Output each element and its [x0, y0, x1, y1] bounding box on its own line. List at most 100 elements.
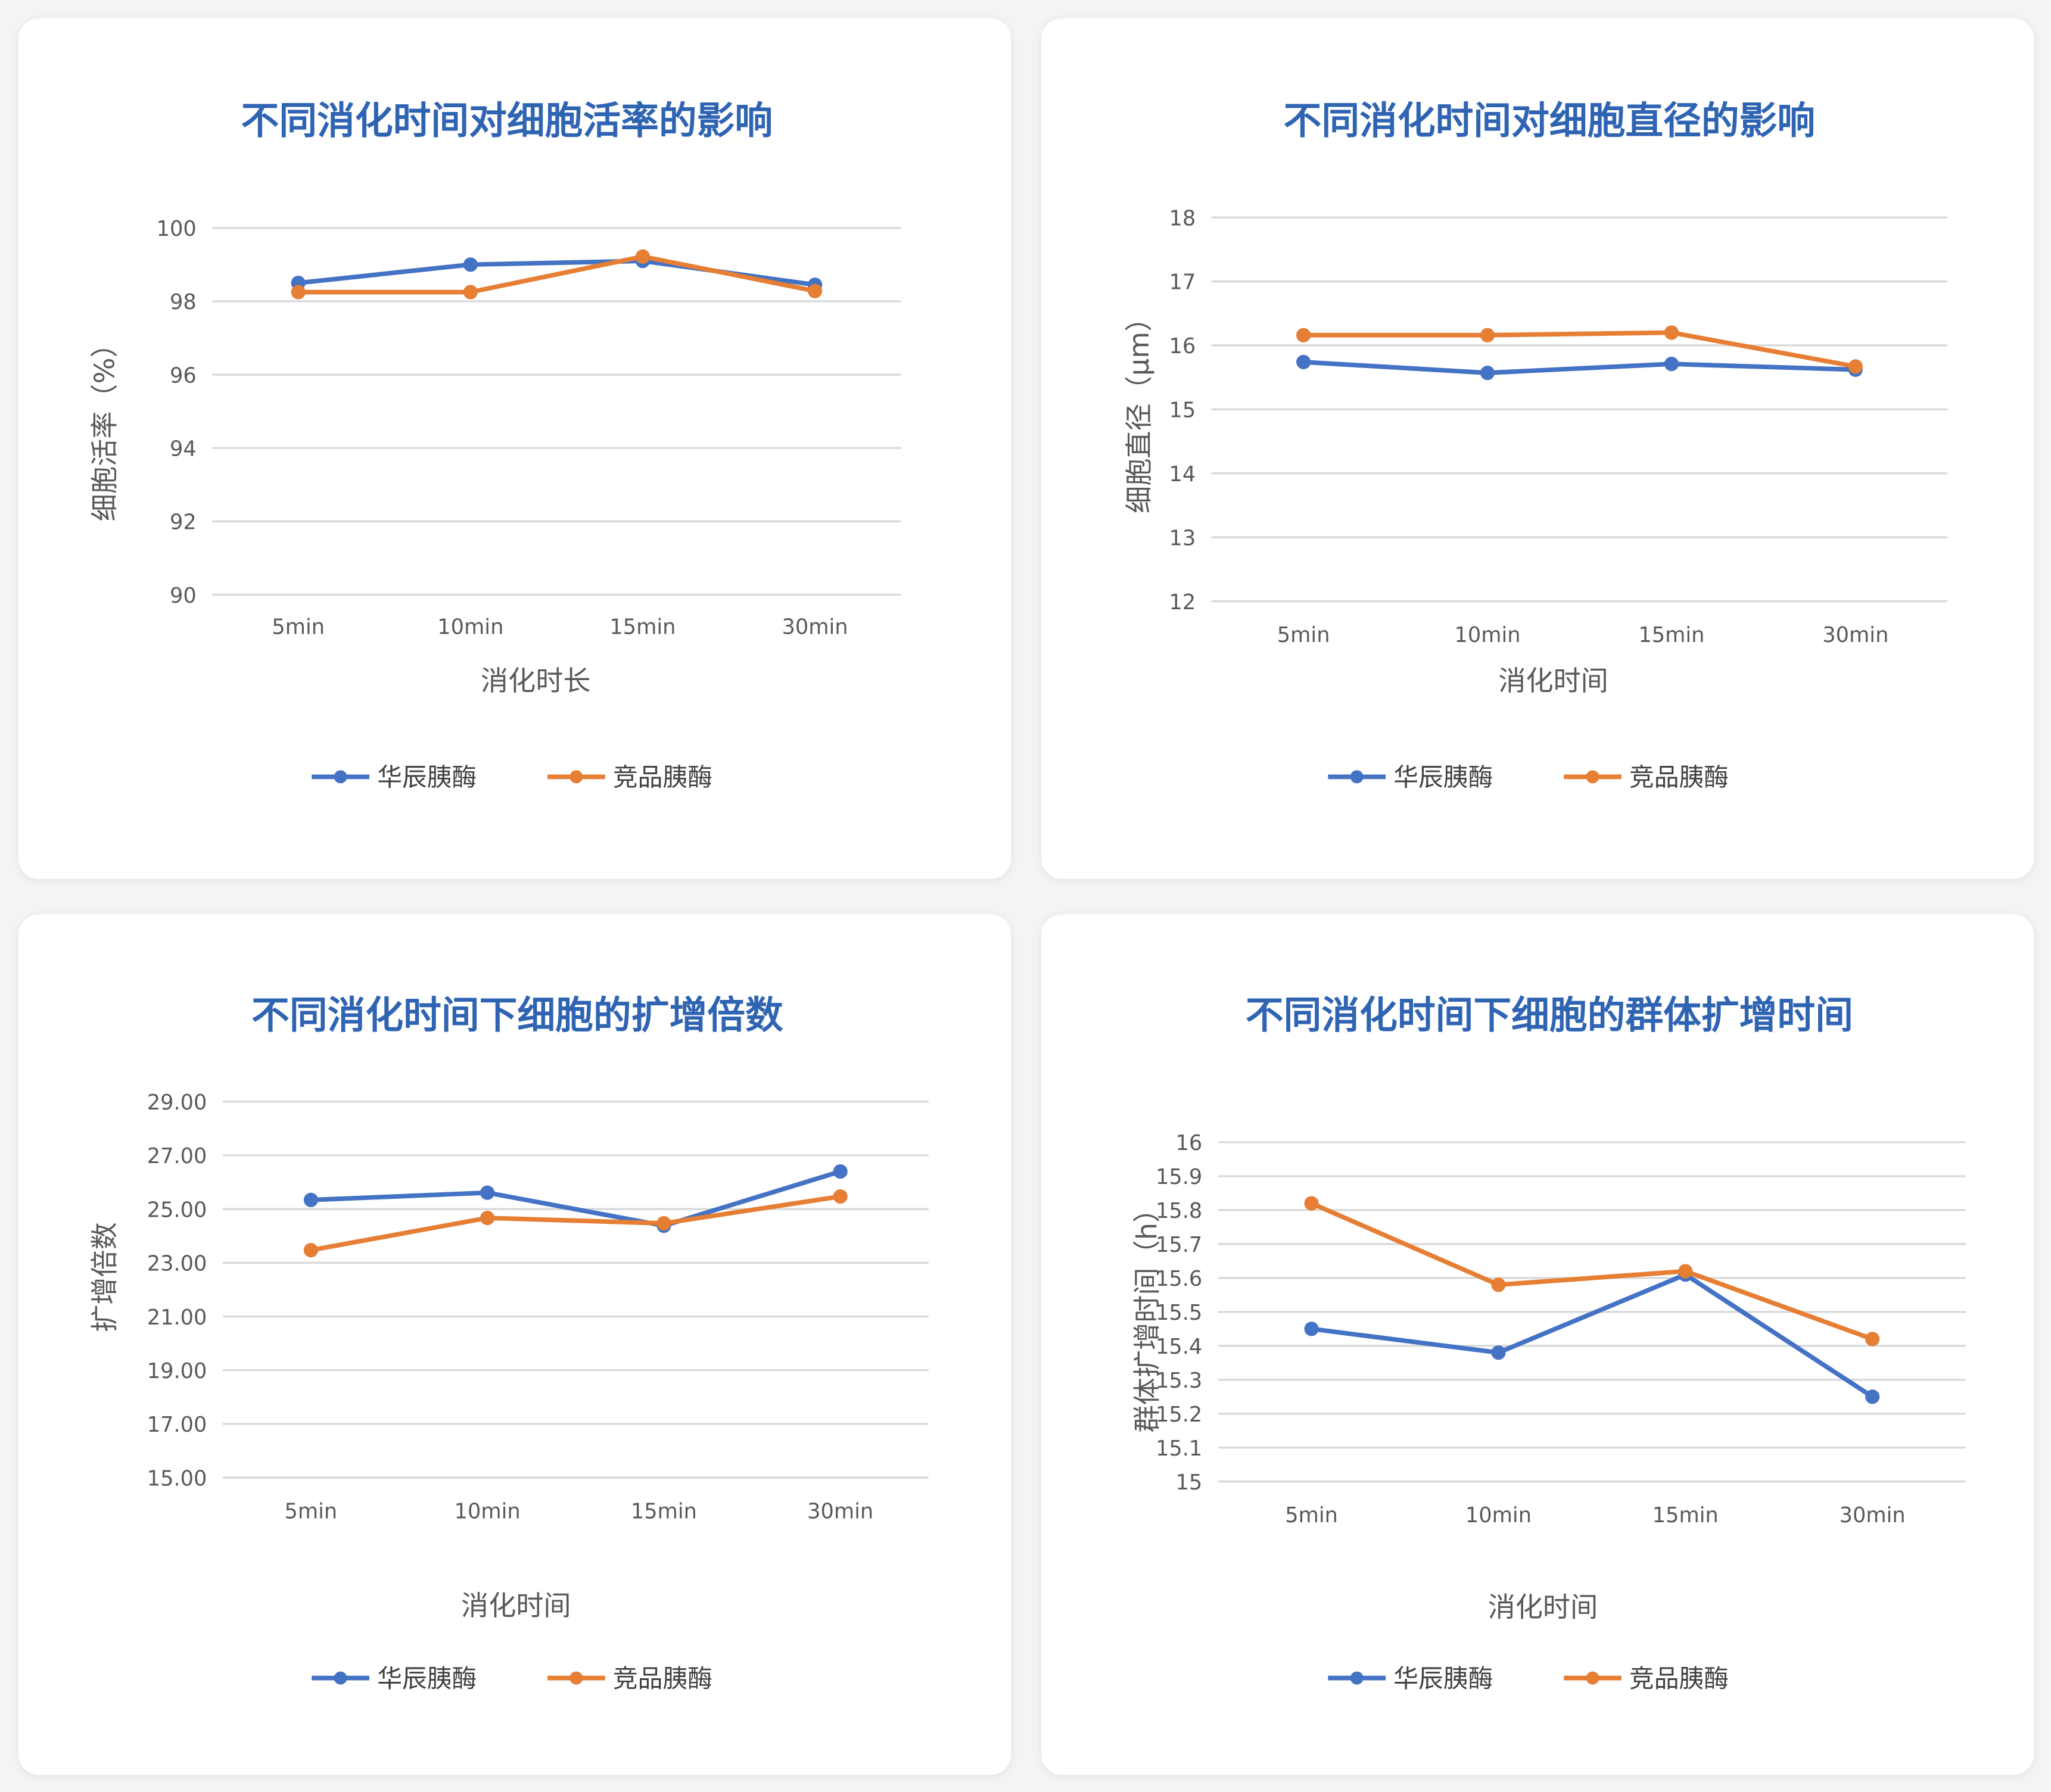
x-tick-label: 15min — [1638, 623, 1704, 647]
x-axis-title: 消化时间 — [461, 1590, 571, 1622]
y-tick-label: 15.7 — [1156, 1233, 1202, 1257]
chart-card-1: 不同消化时间对细胞活率的影响 90 92 94 96 98 100 5min 10min 15mi… — [18, 18, 1012, 879]
y-tick-label: 14 — [1169, 462, 1196, 487]
legend-label: 华辰胰酶 — [1393, 1664, 1493, 1693]
y-tick-label: 17 — [1169, 270, 1196, 295]
data-point — [1304, 1322, 1319, 1336]
y-tick-label: 17.00 — [147, 1413, 207, 1437]
x-tick-label: 10min — [1455, 623, 1521, 647]
legend-label: 竞品胰酶 — [613, 763, 712, 792]
x-tick-label: 15min — [609, 615, 676, 640]
y-tick-label: 98 — [170, 290, 197, 314]
data-point — [833, 1189, 848, 1204]
data-point — [463, 257, 478, 272]
series-line-1 — [1311, 1272, 1874, 1399]
y-tick-label: 18 — [1169, 206, 1196, 230]
legend-marker — [1350, 770, 1364, 784]
y-tick-label: 15.6 — [1156, 1267, 1202, 1291]
x-tick-label: 15min — [1652, 1503, 1719, 1528]
data-point — [807, 283, 823, 298]
data-point — [480, 1210, 495, 1226]
y-tick-label: 15.3 — [1156, 1369, 1202, 1393]
y-tick-label: 29.00 — [147, 1090, 207, 1115]
y-tick-label: 13 — [1169, 526, 1196, 550]
x-axis-title: 消化时间 — [1498, 665, 1608, 697]
data-point — [1296, 328, 1311, 342]
data-point — [1678, 1264, 1693, 1279]
data-point — [463, 285, 478, 300]
y-tick-label: 15.5 — [1156, 1301, 1202, 1325]
data-point — [656, 1216, 671, 1231]
y-axis-title: 细胞活率（%） — [88, 330, 120, 521]
y-tick-label: 23.00 — [147, 1252, 207, 1276]
y-tick-label: 16 — [1169, 334, 1196, 359]
legend-label: 华辰胰酶 — [377, 1664, 477, 1693]
x-axis-title: 消化时间 — [1488, 1591, 1598, 1623]
legend-label: 华辰胰酶 — [377, 763, 477, 792]
series-line-1 — [1303, 360, 1856, 375]
y-tick-label: 15.00 — [147, 1466, 207, 1491]
x-tick-label: 10min — [455, 1499, 521, 1523]
card-background — [1041, 18, 2034, 879]
legend-marker — [1586, 770, 1599, 784]
y-tick-label: 19.00 — [147, 1359, 207, 1383]
series-line-1 — [310, 1169, 841, 1229]
legend-marker — [334, 1671, 347, 1685]
y-tick-label: 27.00 — [147, 1144, 207, 1168]
y-axis-title: 细胞直径（μm） — [1123, 304, 1155, 513]
data-point — [1664, 357, 1679, 372]
data-point — [1865, 1332, 1880, 1347]
legend-marker — [569, 1671, 583, 1685]
x-tick-label: 30min — [1840, 1503, 1906, 1528]
legend-label: 竞品胰酶 — [613, 1664, 712, 1693]
y-tick-label: 96 — [170, 363, 197, 388]
data-point — [303, 1243, 318, 1258]
y-tick-label: 100 — [157, 217, 197, 241]
chart-title: 不同消化时间下细胞的扩增倍数 — [251, 994, 783, 1038]
series-line-2 — [310, 1194, 841, 1252]
data-point — [635, 249, 651, 264]
x-tick-label: 10min — [437, 615, 503, 640]
y-tick-label: 12 — [1169, 590, 1196, 615]
legend-label: 竞品胰酶 — [1629, 1664, 1729, 1693]
card-background — [18, 914, 1012, 1775]
data-point — [1848, 359, 1863, 374]
data-point — [480, 1185, 495, 1200]
y-tick-label: 15.2 — [1156, 1403, 1202, 1427]
y-tick-label: 15.4 — [1156, 1335, 1202, 1359]
card-background — [1041, 914, 2034, 1775]
chart-card-4: 不同消化时间下细胞的群体扩增时间 15 15.1 15.2 15.3 15.4 15.5 15… — [1041, 914, 2034, 1775]
y-axis-title: 扩增倍数 — [88, 1222, 120, 1332]
x-tick-label: 15min — [631, 1499, 697, 1523]
data-point — [1304, 1196, 1319, 1211]
chart-card-2: 不同消化时间对细胞直径的影响 12 13 14 15 16 17 18 5min 10min 15m… — [1041, 18, 2034, 879]
legend-marker — [1586, 1671, 1599, 1685]
y-axis-title: 群体扩增时间（h） — [1131, 1195, 1163, 1433]
chart-title: 不同消化时间下细胞的群体扩增时间 — [1246, 994, 1853, 1038]
y-tick-label: 90 — [170, 584, 197, 608]
data-point — [1491, 1345, 1506, 1360]
data-point — [1480, 366, 1495, 381]
x-axis-title: 消化时长 — [481, 665, 591, 697]
legend-label: 竞品胰酶 — [1629, 763, 1729, 792]
y-tick-label: 25.00 — [147, 1198, 207, 1222]
series-line-2 — [1303, 330, 1856, 369]
y-tick-label: 94 — [170, 437, 197, 461]
y-tick-label: 15 — [1169, 398, 1196, 423]
data-point — [1296, 354, 1311, 369]
legend-marker — [334, 770, 347, 784]
chart-card-3: 不同消化时间下细胞的扩增倍数 15.00 17.00 19.00 21.00 23.00 2… — [18, 914, 1012, 1775]
x-tick-label: 5min — [285, 1499, 338, 1523]
x-tick-label: 10min — [1465, 1503, 1532, 1528]
data-point — [303, 1192, 318, 1207]
chart-title: 不同消化时间对细胞活率的影响 — [241, 99, 773, 143]
series-line-2 — [1311, 1201, 1873, 1342]
x-tick-label: 30min — [807, 1499, 873, 1523]
data-point — [1480, 328, 1495, 342]
x-tick-label: 30min — [782, 615, 848, 640]
x-tick-label: 5min — [1277, 623, 1330, 647]
y-tick-label: 15 — [1176, 1470, 1203, 1495]
y-tick-label: 15.9 — [1156, 1165, 1202, 1189]
y-tick-label: 16 — [1176, 1131, 1203, 1155]
